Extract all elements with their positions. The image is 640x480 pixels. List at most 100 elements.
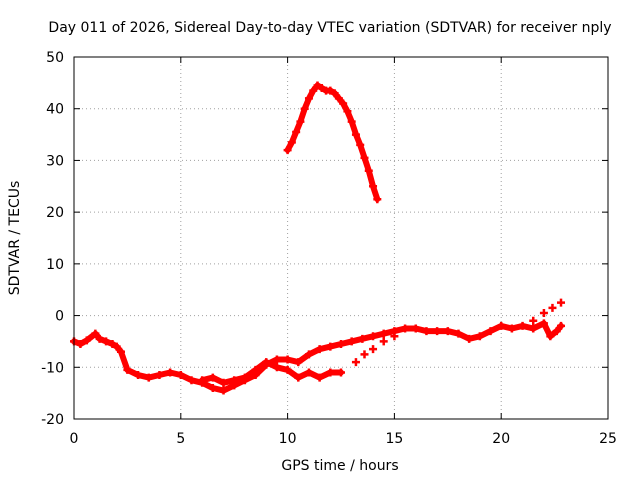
data-point	[144, 373, 153, 382]
data-point	[369, 345, 378, 354]
x-tick-label: 10	[279, 431, 297, 447]
data-point	[347, 117, 356, 126]
data-point	[309, 86, 318, 95]
data-point	[360, 350, 369, 359]
data-point	[102, 337, 111, 346]
data-point	[369, 332, 378, 341]
data-point	[315, 373, 324, 382]
data-point	[240, 373, 249, 382]
data-point	[373, 195, 382, 204]
x-tick-label: 5	[176, 431, 185, 447]
x-tick-label: 0	[70, 431, 79, 447]
y-tick-label: 0	[55, 309, 64, 325]
data-point	[292, 127, 301, 136]
data-point	[304, 368, 313, 377]
series-secondary-trace	[198, 358, 345, 387]
data-point	[422, 327, 431, 336]
data-point	[486, 327, 495, 336]
data-point	[134, 371, 143, 380]
data-point	[91, 329, 100, 338]
data-point	[326, 368, 335, 377]
series-main-trace	[70, 319, 566, 395]
data-point	[433, 327, 442, 336]
y-tick-label: -10	[41, 360, 64, 376]
data-point	[294, 373, 303, 382]
data-point	[208, 383, 217, 392]
data-point	[251, 365, 260, 374]
data-point	[296, 117, 305, 126]
data-point	[360, 153, 369, 162]
data-point	[548, 303, 557, 312]
data-point	[272, 363, 281, 372]
data-point	[369, 182, 378, 191]
y-tick-label: 10	[46, 257, 64, 273]
series-arc-trace	[283, 81, 382, 204]
data-point	[390, 332, 399, 341]
data-point	[497, 321, 506, 330]
data-point	[230, 376, 239, 385]
data-series	[70, 81, 566, 395]
data-point	[262, 358, 271, 367]
y-tick-label: 50	[46, 50, 64, 66]
data-point	[411, 324, 420, 333]
data-point	[379, 337, 388, 346]
data-point	[116, 347, 125, 356]
data-point	[272, 355, 281, 364]
chart-title: Day 011 of 2026, Sidereal Day-to-day VTE…	[48, 20, 611, 36]
y-tick-label: 40	[46, 102, 64, 118]
y-axis-label: SDTVAR / TECUs	[7, 181, 23, 296]
y-tick-label: -20	[41, 412, 64, 428]
y-tick-label: 30	[46, 153, 64, 169]
data-point	[465, 334, 474, 343]
data-point	[187, 376, 196, 385]
data-point	[334, 94, 343, 103]
data-point	[198, 376, 207, 385]
data-point	[108, 340, 117, 349]
plot-frame	[73, 56, 609, 420]
data-point	[82, 336, 91, 345]
data-point	[219, 378, 228, 387]
series-line	[284, 82, 381, 203]
data-point	[326, 342, 335, 351]
data-point	[347, 337, 356, 346]
series-line	[71, 320, 564, 394]
data-point	[283, 365, 292, 374]
data-point	[326, 86, 335, 95]
data-point	[443, 327, 452, 336]
data-point	[539, 308, 548, 317]
data-point	[283, 355, 292, 364]
data-point	[304, 94, 313, 103]
data-point	[155, 371, 164, 380]
axis-ticks: 0 5 10 15 20 25 -20 -10 0 10 20 30 40 50	[41, 50, 617, 447]
series-late-trace	[351, 298, 566, 367]
data-point	[176, 371, 185, 380]
data-point	[112, 342, 121, 351]
grid-lines	[74, 57, 608, 419]
data-point	[339, 99, 348, 108]
data-point	[379, 329, 388, 338]
data-point	[313, 81, 322, 90]
data-point	[337, 340, 345, 349]
data-point	[552, 327, 561, 336]
data-point	[475, 332, 484, 341]
data-point	[351, 130, 360, 139]
x-tick-label: 20	[492, 431, 510, 447]
data-point	[304, 350, 313, 359]
data-point	[539, 319, 548, 328]
data-point	[343, 107, 352, 116]
data-point	[283, 146, 292, 155]
data-point	[557, 298, 566, 307]
data-point	[356, 140, 365, 149]
data-point	[300, 104, 309, 113]
data-point	[315, 345, 324, 354]
x-axis-label: GPS time / hours	[281, 458, 398, 474]
data-point	[317, 84, 326, 93]
data-point	[351, 358, 360, 367]
data-point	[358, 334, 367, 343]
data-point	[518, 321, 527, 330]
data-point	[529, 324, 538, 333]
data-point	[95, 334, 104, 343]
data-point	[219, 386, 228, 395]
x-tick-label: 25	[599, 431, 617, 447]
